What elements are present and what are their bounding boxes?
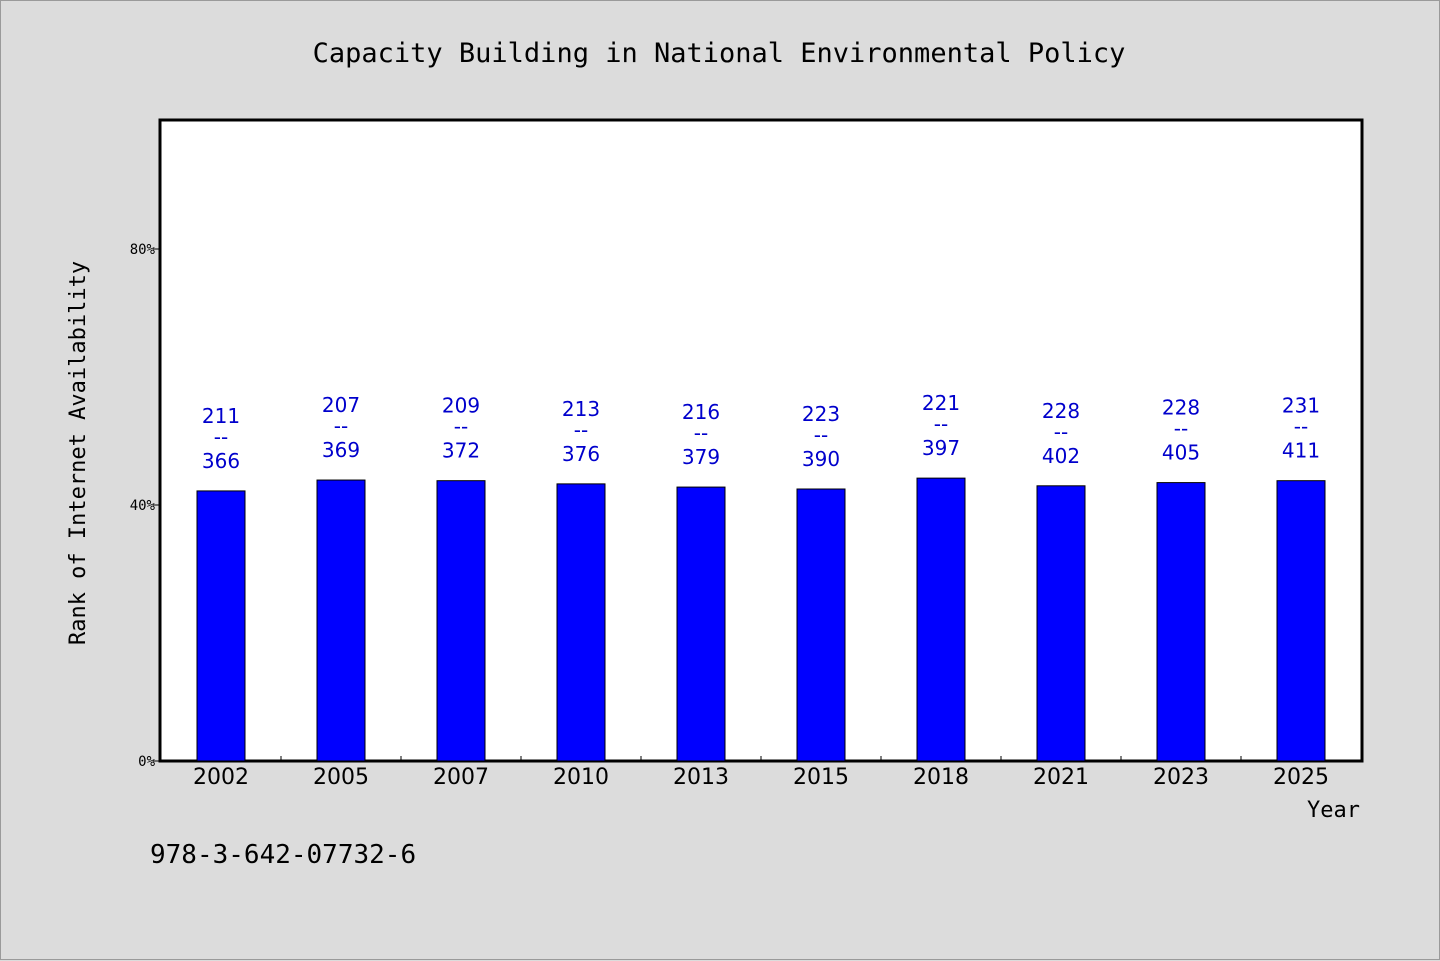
data-label-bottom-2015: 390 <box>802 447 840 471</box>
bar-2021 <box>1036 485 1086 762</box>
data-label-bottom-2007: 372 <box>442 439 480 463</box>
data-label-top-2015: 223 <box>802 402 840 426</box>
x-tick-label-2005: 2005 <box>313 765 369 790</box>
data-label-top-2025: 231 <box>1282 394 1320 418</box>
x-tick-label-2021: 2021 <box>1033 765 1089 790</box>
bar-2015 <box>796 488 846 762</box>
bar-2013 <box>676 486 726 762</box>
x-tick-label-2023: 2023 <box>1153 765 1209 790</box>
data-label-sep-2025: -- <box>1294 415 1308 439</box>
data-label-top-2002: 211 <box>202 404 240 428</box>
bar-2023 <box>1156 482 1206 762</box>
data-label-top-2021: 228 <box>1042 399 1080 423</box>
data-label-sep-2007: -- <box>454 415 468 439</box>
x-tick-label-2025: 2025 <box>1273 765 1329 790</box>
data-label-sep-2013: -- <box>694 421 708 445</box>
data-label-sep-2015: -- <box>814 423 828 447</box>
x-tick-label-2018: 2018 <box>913 765 969 790</box>
bar-2007 <box>436 480 486 762</box>
y-tick-label-80: 80% <box>130 242 156 258</box>
bar-2005 <box>316 479 366 762</box>
data-label-sep-2010: -- <box>574 418 588 442</box>
data-label-bottom-2002: 366 <box>202 449 240 473</box>
data-label-bottom-2010: 376 <box>562 442 600 466</box>
y-axis-label: Rank of Internet Availability <box>66 261 91 645</box>
data-label-top-2018: 221 <box>922 391 960 415</box>
bar-2025 <box>1276 480 1326 762</box>
data-label-bottom-2021: 402 <box>1042 444 1080 468</box>
data-label-top-2013: 216 <box>682 400 720 424</box>
y-axis: 0% 40% 80% <box>130 242 161 770</box>
x-axis-label: Year <box>1307 798 1360 823</box>
x-tick-label-2007: 2007 <box>433 765 489 790</box>
data-label-bottom-2023: 405 <box>1162 441 1200 465</box>
bar-group <box>196 477 1326 762</box>
bar-2018 <box>916 477 966 762</box>
data-label-sep-2002: -- <box>214 425 228 449</box>
data-label-bottom-2005: 369 <box>322 438 360 462</box>
y-tick-label-0: 0% <box>138 754 155 770</box>
data-label-sep-2018: -- <box>934 412 948 436</box>
bar-2002 <box>196 490 246 762</box>
chart-title: Capacity Building in National Environmen… <box>313 38 1126 69</box>
x-tick-label-2013: 2013 <box>673 765 729 790</box>
data-label-top-2007: 209 <box>442 394 480 418</box>
data-label-sep-2005: -- <box>334 414 348 438</box>
data-label-bottom-2025: 411 <box>1282 439 1320 463</box>
data-label-top-2010: 213 <box>562 397 600 421</box>
data-label-sep-2023: -- <box>1174 417 1188 441</box>
data-label-bottom-2018: 397 <box>922 436 960 460</box>
data-label-group: 211--366207--369209--372213--376216--379… <box>202 391 1320 473</box>
x-tick-label-2015: 2015 <box>793 765 849 790</box>
x-tick-label-2002: 2002 <box>193 765 249 790</box>
data-label-sep-2021: -- <box>1054 420 1068 444</box>
data-label-top-2005: 207 <box>322 393 360 417</box>
bar-2010 <box>556 483 606 762</box>
data-label-top-2023: 228 <box>1162 396 1200 420</box>
data-label-bottom-2013: 379 <box>682 445 720 469</box>
x-tick-label-2010: 2010 <box>553 765 609 790</box>
y-tick-label-40: 40% <box>130 498 156 514</box>
isbn-footnote: 978-3-642-07732-6 <box>150 840 416 870</box>
x-axis: 2002 2005 2007 2010 2013 2015 2018 2021 2023 2025 <box>193 756 1329 790</box>
